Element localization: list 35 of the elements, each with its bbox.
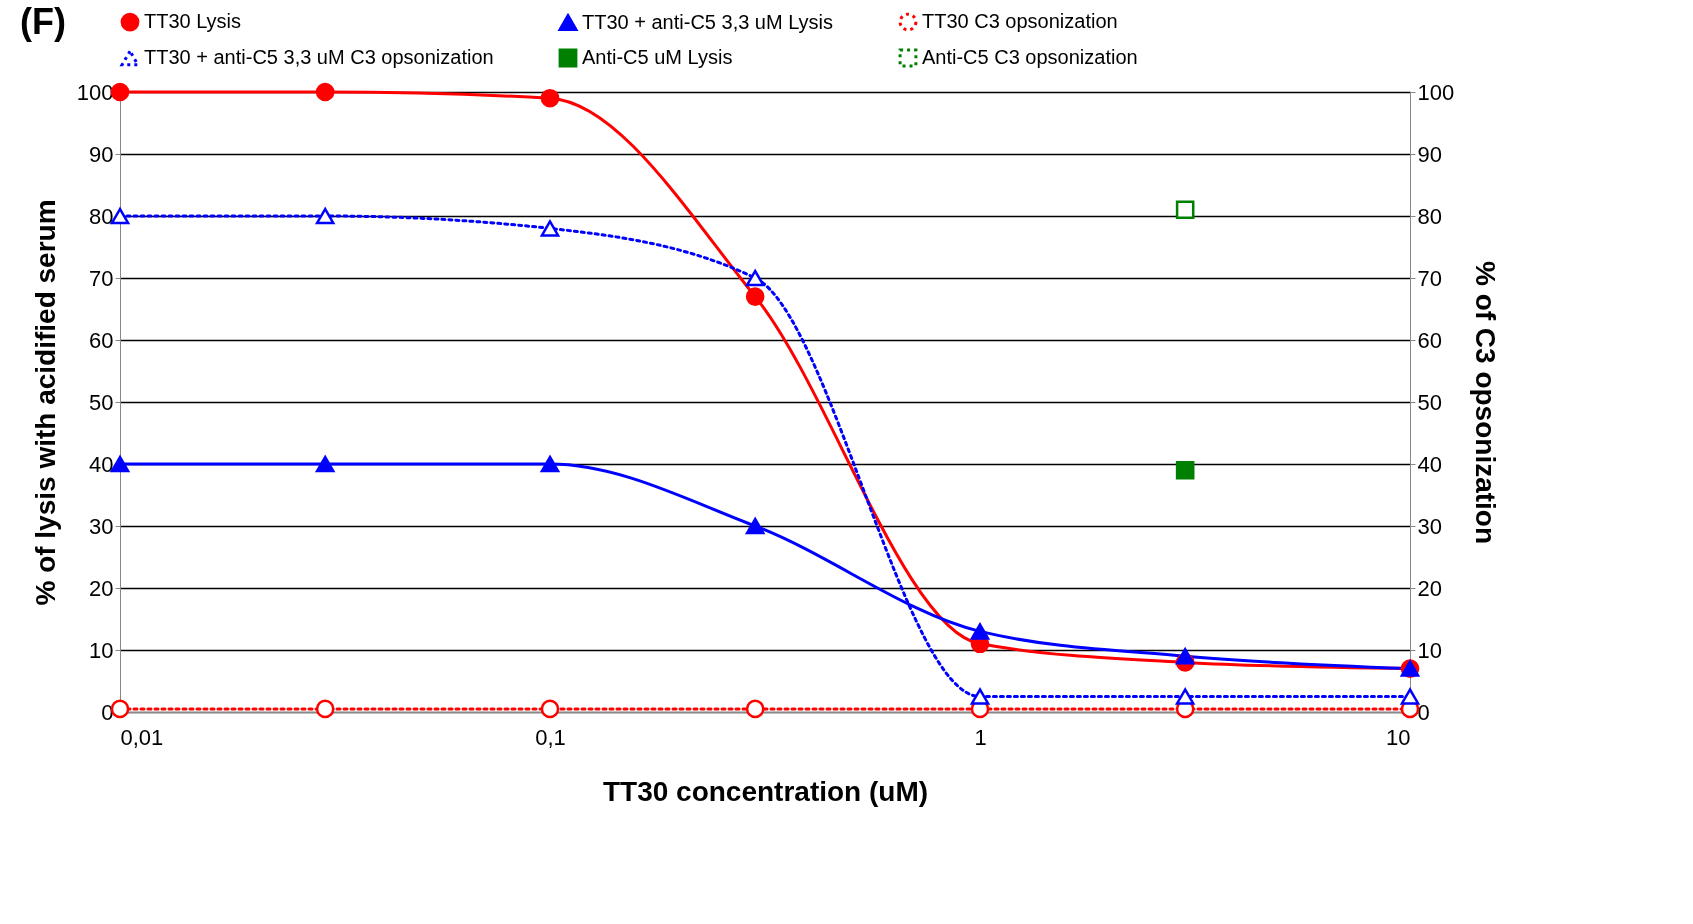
y2-tick-label: 80 (1417, 203, 1442, 229)
legend-label: Anti-C5 C3 opsonization (922, 46, 1138, 68)
y-tick-label: 10 (89, 637, 114, 663)
y2-tick-label: 60 (1417, 327, 1442, 353)
y-tick-label: 30 (89, 513, 114, 539)
y2-tick-label: 40 (1417, 451, 1442, 477)
legend-label: TT30 C3 opsonization (922, 10, 1118, 33)
x-tick-label: 0,01 (120, 724, 164, 750)
y2-tick-label: 10 (1417, 637, 1442, 663)
y-tick-label: 90 (89, 141, 114, 167)
y-tick-label: 100 (76, 79, 114, 105)
y2-tick-label: 30 (1417, 513, 1442, 539)
x-tick-label: 1 (974, 724, 987, 750)
y-axis-title: % of lysis with acidified serum (29, 199, 61, 606)
y-tick-label: 50 (89, 389, 114, 415)
y-tick-label: 70 (89, 265, 114, 291)
y2-tick-label: 20 (1417, 575, 1442, 601)
x-axis-title: TT30 concentration (uM) (602, 775, 929, 807)
x-tick-label: 0,1 (535, 724, 566, 750)
legend-label: TT30 + anti-C5 3,3 uM Lysis (582, 10, 834, 33)
y2-tick-label: 50 (1417, 389, 1442, 415)
y2-tick-label: 90 (1417, 141, 1442, 167)
legend-label: Anti-C5 uM Lysis (582, 46, 733, 68)
y-tick-label: 40 (89, 451, 114, 477)
y2-axis-title: % of C3 opsonization (1470, 260, 1502, 545)
y2-tick-label: 70 (1417, 265, 1442, 291)
legend-label: TT30 + anti-C5 3,3 uM C3 opsonization (144, 46, 494, 68)
y-tick-label: 20 (89, 575, 114, 601)
y-tick-label: 60 (89, 327, 114, 353)
y-tick-label: 80 (89, 203, 114, 229)
x-tick-label: 10 (1386, 724, 1411, 750)
y2-tick-label: 100 (1417, 79, 1455, 105)
chart-title: (F) (20, 1, 66, 42)
y2-tick-label: 0 (1417, 699, 1430, 725)
legend-label: TT30 Lysis (144, 10, 242, 33)
